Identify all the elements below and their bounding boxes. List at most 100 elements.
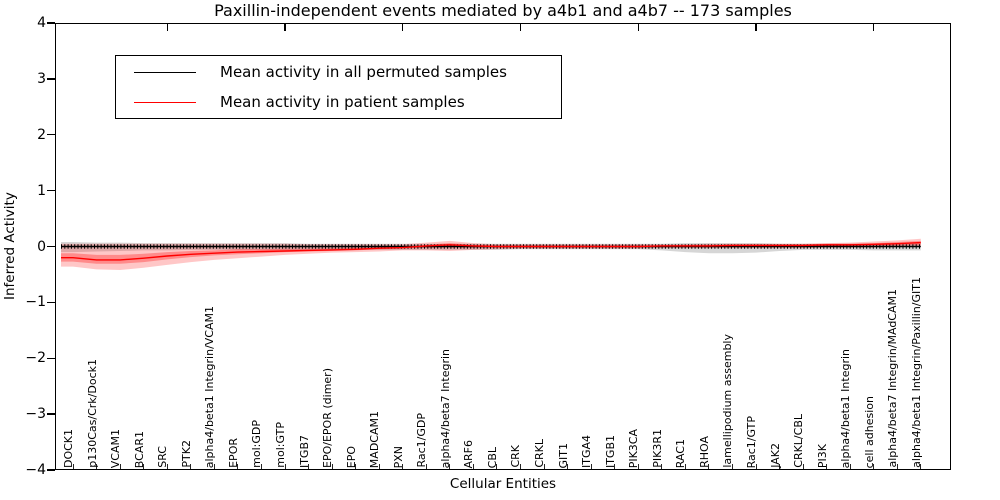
y-tick-label: −2 — [25, 350, 46, 367]
chart-title: Paxillin-independent events mediated by … — [214, 1, 792, 20]
y-tick-mark — [47, 469, 55, 471]
category-label: alpha4/beta7 Integrin — [438, 348, 452, 468]
category-label: alpha4/beta1 Integrin/Paxillin/GIT1 — [909, 277, 923, 468]
category-label: PXN — [391, 445, 405, 468]
top-tick-mark — [402, 24, 404, 31]
y-tick-mark — [47, 189, 55, 192]
x-tick-mark — [708, 464, 710, 469]
category-label: Rac1/GTP — [745, 415, 758, 468]
x-tick-mark — [896, 464, 898, 469]
x-tick-mark — [661, 464, 663, 469]
y-tick-mark — [47, 357, 55, 359]
category-label: BCAR1 — [132, 430, 146, 468]
x-tick-mark — [260, 464, 262, 469]
top-tick-mark — [755, 24, 757, 31]
y-tick-label: −3 — [25, 406, 46, 423]
y-tick-label: 3 — [37, 70, 46, 87]
category-label: lamellipodium assembly — [721, 334, 735, 468]
category-label: CRKL — [533, 439, 546, 468]
category-label: DOCK1 — [62, 428, 75, 468]
category-label: cell adhesion — [862, 395, 876, 468]
x-tick-mark — [731, 464, 733, 469]
x-tick-mark — [637, 464, 639, 469]
x-tick-mark — [213, 464, 215, 469]
category-label: CRK — [509, 445, 523, 468]
top-tick-mark — [637, 24, 639, 31]
plot-area: Mean activity in all permuted samples Me… — [55, 23, 951, 470]
y-tick-mark — [47, 301, 55, 304]
legend-line-sample-black — [134, 71, 196, 73]
legend-item-permuted: Mean activity in all permuted samples — [134, 57, 507, 87]
x-tick-mark — [308, 464, 309, 469]
x-tick-mark — [331, 464, 333, 469]
legend-label: Mean activity in all permuted samples — [220, 63, 507, 81]
x-tick-mark — [755, 464, 757, 469]
y-tick-mark — [47, 413, 55, 415]
category-label: alpha4/beta1 Integrin — [839, 348, 853, 468]
top-tick-mark — [519, 24, 522, 31]
y-tick-label: −4 — [25, 462, 46, 478]
x-tick-mark — [143, 464, 145, 469]
y-tick-label: −1 — [25, 294, 46, 311]
category-label: mol:GDP — [250, 420, 264, 468]
x-tick-mark — [779, 464, 780, 469]
chart-canvas — [61, 238, 921, 270]
category-label: CBL — [485, 446, 499, 468]
y-tick-label: 0 — [37, 238, 46, 255]
category-label: VCAM1 — [109, 428, 123, 468]
x-tick-mark — [614, 464, 616, 469]
legend-label: Mean activity in patient samples — [220, 93, 465, 111]
x-tick-mark — [119, 464, 121, 469]
top-tick-mark — [873, 24, 875, 31]
legend-line-sample-red — [134, 101, 196, 103]
category-label: PI3K — [815, 443, 829, 468]
y-tick-mark — [47, 78, 55, 80]
top-tick-mark — [284, 24, 286, 31]
category-label: ITGB1 — [603, 434, 617, 468]
category-label: SRC — [156, 446, 170, 468]
y-tick-label: 4 — [37, 15, 46, 31]
x-tick-mark — [190, 464, 192, 469]
category-label: MADCAM1 — [368, 410, 382, 468]
x-tick-mark — [920, 464, 922, 469]
x-tick-mark — [378, 464, 380, 469]
x-tick-mark — [472, 464, 474, 469]
x-tick-mark — [425, 464, 427, 469]
x-tick-mark — [567, 464, 568, 469]
x-tick-mark — [543, 464, 545, 469]
category-label: RAC1 — [674, 438, 688, 468]
x-tick-mark — [237, 464, 239, 469]
category-label: ITGB7 — [297, 434, 311, 468]
x-tick-mark — [355, 464, 357, 469]
category-label: RHOA — [697, 436, 711, 468]
x-tick-mark — [96, 464, 97, 469]
legend: Mean activity in all permuted samples Me… — [115, 55, 562, 119]
category-label: mol:GTP — [274, 422, 287, 468]
category-label: EPO — [344, 445, 358, 468]
x-tick-mark — [284, 464, 286, 469]
x-tick-mark — [519, 464, 521, 469]
x-tick-mark — [72, 464, 74, 469]
x-tick-mark — [590, 464, 592, 469]
x-tick-mark — [849, 464, 851, 469]
x-tick-mark — [873, 464, 875, 469]
y-tick-mark — [47, 22, 55, 24]
category-label: CRKL/CBL — [792, 414, 806, 468]
category-label: GIT1 — [556, 442, 570, 469]
x-tick-mark — [166, 464, 168, 469]
category-label: ITGA4 — [580, 434, 594, 468]
category-label: PIK3CA — [627, 428, 641, 468]
x-axis-label: Cellular Entities — [449, 476, 557, 492]
x-tick-mark — [496, 464, 498, 469]
category-label: alpha4/beta7 Integrin/MAdCAM1 — [886, 289, 900, 468]
category-label: alpha4/beta1 Integrin/VCAM1 — [203, 305, 217, 468]
y-tick-label: 1 — [37, 182, 46, 199]
x-tick-mark — [802, 464, 804, 469]
x-tick-mark — [402, 464, 404, 469]
x-tick-mark — [684, 464, 686, 469]
category-label: PTK2 — [179, 440, 193, 468]
category-label: EPO/EPOR (dimer) — [321, 368, 335, 468]
category-label: PIK3R1 — [650, 429, 664, 468]
top-tick-mark — [166, 24, 168, 31]
